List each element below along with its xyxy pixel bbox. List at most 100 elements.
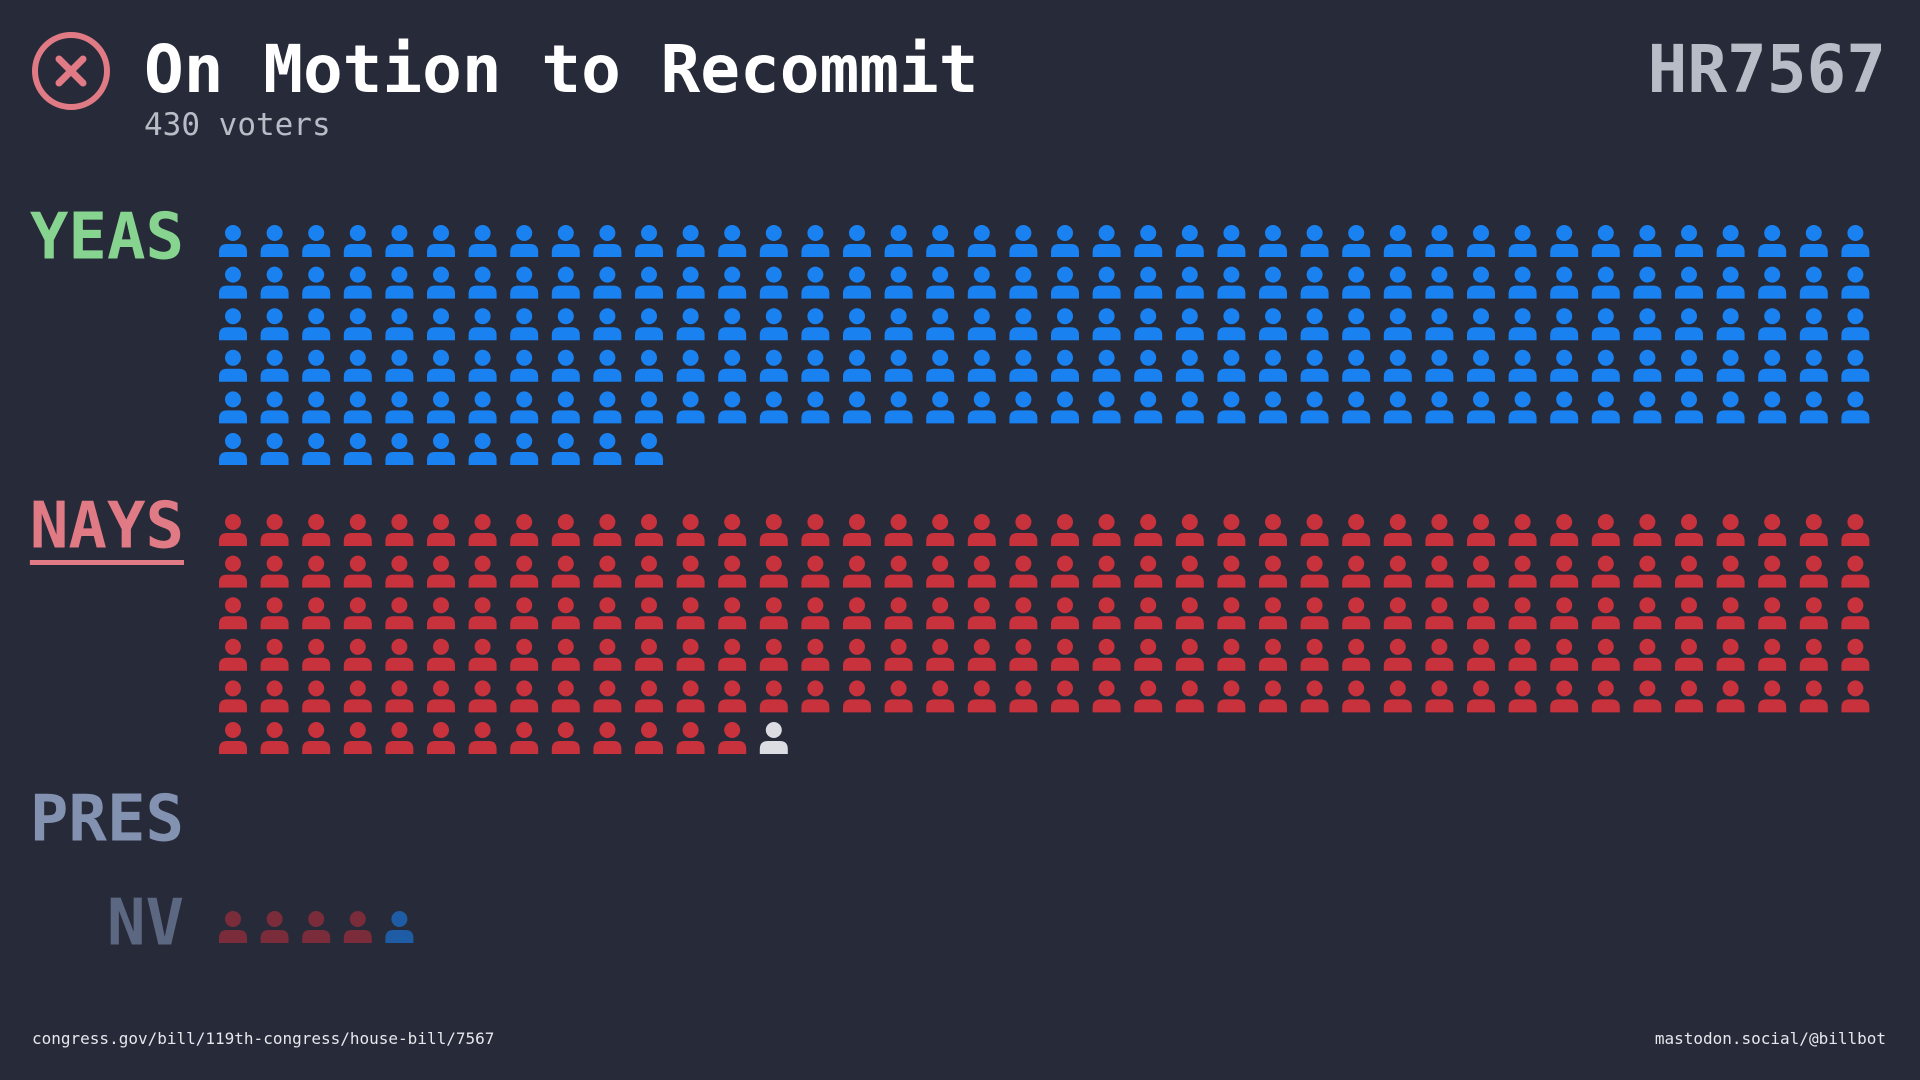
voter-body bbox=[427, 699, 455, 713]
voter-body bbox=[1342, 327, 1371, 341]
voter-head bbox=[1306, 514, 1323, 530]
voter-head bbox=[1764, 391, 1781, 408]
voter-body bbox=[676, 741, 705, 754]
voter-icon bbox=[385, 225, 414, 257]
voter-head bbox=[599, 349, 616, 366]
voter-icon bbox=[1841, 680, 1870, 713]
voter-body bbox=[468, 327, 497, 341]
voter-head bbox=[1473, 266, 1489, 283]
voter-head bbox=[765, 308, 782, 325]
voter-body bbox=[1175, 616, 1204, 630]
voter-head bbox=[433, 391, 449, 408]
voter-icon bbox=[385, 597, 414, 630]
voter-icon bbox=[1009, 266, 1038, 299]
voter-icon bbox=[1550, 266, 1579, 299]
voter-head bbox=[765, 349, 782, 366]
voter-head bbox=[765, 555, 782, 572]
voter-body bbox=[676, 574, 705, 588]
voter-icon bbox=[801, 597, 830, 630]
voter-head bbox=[641, 638, 657, 655]
author-link[interactable]: mastodon.social/@billbot bbox=[1655, 1029, 1886, 1048]
voter-body bbox=[676, 285, 705, 299]
voter-body bbox=[718, 657, 747, 671]
voter-body bbox=[1508, 533, 1537, 546]
voter-body bbox=[385, 616, 414, 630]
voter-icon bbox=[1092, 308, 1121, 341]
voter-head bbox=[641, 433, 657, 449]
voter-head bbox=[225, 308, 241, 325]
voter-body bbox=[967, 533, 996, 546]
voter-body bbox=[718, 533, 747, 546]
voter-body bbox=[385, 410, 414, 424]
source-link[interactable]: congress.gov/bill/119th-congress/house-b… bbox=[32, 1029, 494, 1048]
voter-icon bbox=[967, 597, 996, 630]
voter-head bbox=[682, 514, 699, 530]
voter-body bbox=[1300, 574, 1329, 588]
voter-body bbox=[1259, 244, 1287, 257]
voter-body bbox=[302, 285, 331, 299]
voter-icon bbox=[676, 349, 705, 382]
voter-body bbox=[468, 285, 497, 299]
voter-head bbox=[1265, 391, 1281, 408]
voter-icon bbox=[260, 514, 289, 546]
voter-icon bbox=[260, 911, 289, 943]
voter-icon bbox=[759, 722, 788, 754]
voter-icon bbox=[1342, 555, 1371, 588]
voter-head bbox=[308, 225, 325, 241]
voter-head bbox=[349, 225, 366, 241]
voter-head bbox=[1265, 555, 1281, 572]
voter-icon bbox=[1550, 225, 1579, 257]
voter-icon bbox=[1300, 266, 1329, 299]
voter-body bbox=[1217, 657, 1246, 671]
voter-head bbox=[1847, 349, 1864, 366]
voter-icon bbox=[801, 638, 830, 671]
voter-body bbox=[884, 616, 913, 630]
voter-head bbox=[516, 555, 533, 572]
voter-icon bbox=[343, 225, 372, 257]
voter-icon bbox=[759, 514, 788, 546]
voter-head bbox=[349, 514, 366, 530]
voter-head bbox=[308, 514, 325, 530]
voter-head bbox=[973, 225, 990, 241]
voter-head bbox=[474, 308, 491, 325]
voter-head bbox=[225, 266, 241, 283]
voter-icon bbox=[718, 722, 747, 754]
voter-body bbox=[676, 657, 705, 671]
voter-icon bbox=[1716, 638, 1745, 671]
voter-icon bbox=[1550, 514, 1579, 546]
voter-icon bbox=[1716, 308, 1745, 341]
voter-head bbox=[557, 349, 574, 366]
voter-head bbox=[433, 308, 449, 325]
voter-icon bbox=[967, 514, 996, 546]
voter-icon bbox=[1342, 266, 1371, 299]
voter-icon bbox=[1841, 597, 1870, 630]
voter-icon bbox=[1092, 680, 1121, 713]
voter-icon bbox=[302, 680, 331, 713]
voter-head bbox=[682, 680, 699, 697]
voter-body bbox=[1342, 657, 1371, 671]
voter-body bbox=[219, 741, 247, 754]
voter-icon bbox=[302, 349, 331, 382]
voter-icon bbox=[884, 638, 913, 671]
voter-head bbox=[225, 722, 241, 738]
voter-icon bbox=[1009, 349, 1038, 382]
voter-icon bbox=[1467, 308, 1495, 341]
voter-icon bbox=[427, 266, 455, 299]
voter-body bbox=[843, 327, 871, 341]
voter-body bbox=[385, 930, 414, 943]
voter-head bbox=[391, 638, 408, 655]
voter-icon bbox=[1259, 266, 1287, 299]
voter-body bbox=[551, 699, 580, 713]
voter-head bbox=[682, 349, 699, 366]
voter-body bbox=[551, 574, 580, 588]
voter-head bbox=[266, 308, 283, 325]
voter-head bbox=[1681, 349, 1697, 366]
voter-head bbox=[391, 433, 408, 449]
voter-body bbox=[1383, 368, 1412, 382]
voter-body bbox=[1009, 657, 1038, 671]
voter-body bbox=[1383, 574, 1412, 588]
voter-body bbox=[1092, 327, 1121, 341]
voter-icon bbox=[1467, 680, 1495, 713]
voter-icon bbox=[801, 555, 830, 588]
voter-icon bbox=[1841, 349, 1870, 382]
